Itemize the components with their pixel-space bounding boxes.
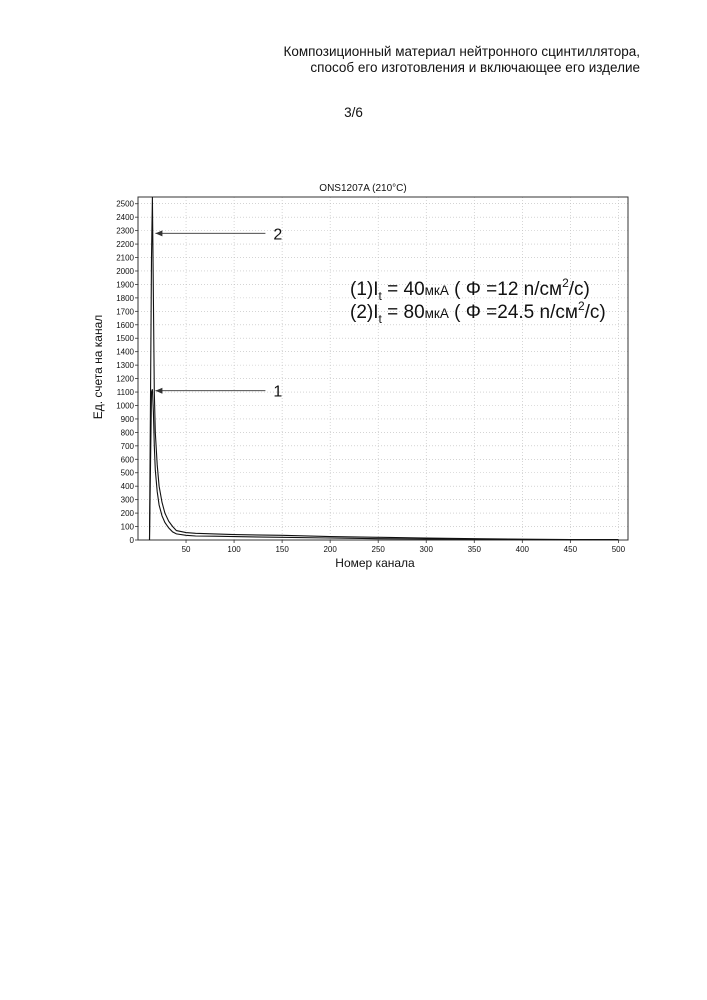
callout-arrowhead-1 [155, 388, 162, 394]
legend-2-unit: мкА [425, 306, 449, 321]
y-tick-label: 1900 [116, 280, 134, 289]
y-tick-label: 100 [121, 523, 135, 532]
legend-2-prefix: (2)I [350, 302, 379, 323]
callout-label-2: 2 [273, 226, 282, 243]
axis-ticks: 0100200300400500600700800900100011001200… [116, 200, 625, 554]
y-tick-label: 1300 [116, 361, 134, 370]
x-tick-label: 100 [227, 545, 241, 554]
x-tick-label: 150 [275, 545, 289, 554]
legend-1-mid: = 40 [382, 279, 425, 300]
chart-title: ONS1207A (210°C) [319, 183, 406, 194]
y-tick-label: 700 [121, 442, 135, 451]
y-tick-label: 1100 [117, 388, 135, 397]
legend-2-mid: = 80 [382, 302, 425, 323]
y-tick-label: 0 [130, 536, 135, 545]
y-tick-label: 1200 [116, 375, 134, 384]
y-tick-label: 2000 [116, 267, 134, 276]
y-tick-label: 800 [121, 428, 135, 437]
callout-label-1: 1 [273, 384, 282, 401]
x-tick-label: 300 [420, 545, 434, 554]
x-tick-label: 200 [323, 545, 337, 554]
y-tick-label: 600 [121, 455, 135, 464]
legend-1-prefix: (1)I [350, 279, 379, 300]
legend-1-unit: мкА [425, 283, 449, 298]
x-tick-label: 250 [372, 545, 386, 554]
series-line-1 [150, 389, 619, 540]
x-tick-label: 400 [516, 545, 530, 554]
y-tick-label: 1700 [116, 307, 134, 316]
y-tick-label: 2400 [116, 213, 134, 222]
y-tick-label: 1000 [116, 401, 134, 410]
y-tick-label: 1600 [116, 321, 134, 330]
y-tick-label: 400 [121, 482, 135, 491]
y-tick-label: 1400 [116, 348, 134, 357]
legend-line-2: (2)It = 80мкА ( Φ =24.5 n/см2/с) [350, 299, 606, 326]
x-tick-label: 450 [564, 545, 578, 554]
legend-2-end: /с) [585, 302, 606, 323]
y-tick-label: 2100 [116, 254, 134, 263]
x-axis-label: Номер канала [335, 556, 415, 570]
chart-callouts: 21 [155, 226, 282, 400]
callout-arrowhead-2 [155, 230, 162, 236]
y-axis-label: Ед. счета на канал [91, 315, 105, 420]
y-tick-label: 2300 [116, 227, 134, 236]
x-tick-label: 500 [612, 545, 626, 554]
plot-area [138, 197, 628, 540]
y-tick-label: 2500 [116, 200, 134, 209]
legend-1-end: /с) [569, 279, 590, 300]
y-tick-label: 1500 [116, 334, 134, 343]
y-tick-label: 900 [121, 415, 135, 424]
chart-series [150, 197, 619, 540]
x-tick-label: 350 [468, 545, 482, 554]
y-tick-label: 300 [121, 496, 135, 505]
chart-grid [138, 197, 628, 540]
y-tick-label: 500 [121, 469, 135, 478]
legend-2-phi: ( Φ =24.5 n/см [449, 302, 578, 323]
y-tick-label: 2200 [116, 240, 134, 249]
y-tick-label: 200 [121, 509, 135, 518]
y-tick-label: 1800 [116, 294, 134, 303]
legend-line-1: (1)It = 40мкА ( Φ =12 n/см2/с) [350, 276, 590, 303]
x-tick-label: 50 [182, 545, 191, 554]
series-line-2 [150, 197, 619, 540]
legend-1-phi: ( Φ =12 n/см [449, 279, 562, 300]
